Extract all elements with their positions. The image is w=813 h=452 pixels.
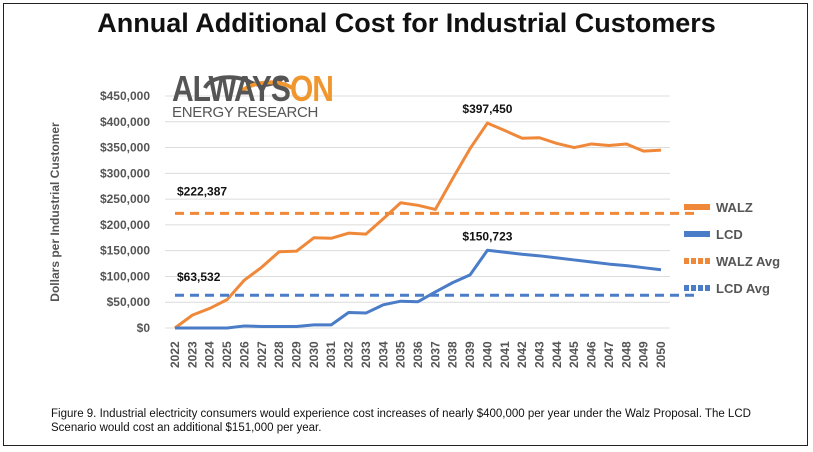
y-tick-label: $100,000 — [100, 269, 150, 283]
legend-label-lcd-avg: LCD Avg — [716, 281, 770, 296]
x-tick-label: 2047 — [602, 341, 616, 368]
y-axis-label: Dollars per Industrial Customer — [48, 122, 62, 302]
legend-label-walz: WALZ — [716, 200, 753, 215]
x-tick-label: 2046 — [585, 341, 599, 368]
x-tick-label: 2030 — [307, 341, 321, 368]
logo-subtitle: ENERGY RESEARCH — [172, 104, 319, 121]
y-tick-label: $50,000 — [107, 295, 151, 309]
x-tick-label: 2040 — [480, 341, 494, 368]
y-tick-label: $200,000 — [100, 218, 150, 232]
x-tick-label: 2037 — [428, 341, 442, 368]
legend-label-lcd: LCD — [716, 227, 743, 242]
alwayson-logo: ALWAYSON ENERGY RESEARCH — [172, 69, 334, 121]
legend-label-walz-avg: WALZ Avg — [716, 254, 780, 269]
x-tick-label: 2024 — [203, 341, 217, 368]
x-tick-label: 2038 — [446, 341, 460, 368]
x-tick-label: 2023 — [185, 341, 199, 368]
x-tick-label: 2033 — [359, 341, 373, 368]
x-tick-label: 2028 — [272, 341, 286, 368]
data-label: $150,723 — [462, 229, 512, 243]
y-tick-label: $400,000 — [100, 115, 150, 129]
x-tick-label: 2034 — [376, 341, 390, 368]
x-tick-label: 2049 — [637, 341, 651, 368]
data-label: $397,450 — [462, 102, 512, 116]
x-tick-label: 2041 — [498, 341, 512, 368]
x-tick-label: 2050 — [654, 341, 668, 368]
logo-swoosh-icon — [238, 80, 294, 94]
walz-line — [174, 121, 662, 330]
data-label: $63,532 — [177, 270, 221, 284]
x-tick-label: 2044 — [550, 341, 564, 368]
x-tick-label: 2025 — [220, 341, 234, 368]
y-tick-label: $300,000 — [100, 166, 150, 180]
x-tick-label: 2026 — [237, 341, 251, 368]
x-tick-label: 2022 — [168, 341, 182, 368]
x-tick-label: 2036 — [411, 341, 425, 368]
y-tick-label: $350,000 — [100, 141, 150, 155]
x-tick-label: 2048 — [619, 341, 633, 368]
x-tick-label: 2042 — [515, 341, 529, 368]
data-label: $222,387 — [177, 184, 227, 198]
x-tick-label: 2031 — [324, 341, 338, 368]
figure-frame — [3, 3, 808, 446]
x-tick-label: 2029 — [290, 341, 304, 368]
y-tick-label: $0 — [137, 321, 151, 335]
x-tick-label: 2027 — [255, 341, 269, 368]
y-tick-label: $250,000 — [100, 192, 150, 206]
x-tick-label: 2039 — [463, 341, 477, 368]
logo-text-always: ALWAYS — [172, 69, 291, 110]
logo-text-on: ON — [289, 69, 334, 110]
figure-caption: Figure 9. Industrial electricity consume… — [51, 408, 751, 434]
x-tick-label: 2035 — [394, 341, 408, 368]
chart-title: Annual Additional Cost for Industrial Cu… — [97, 8, 716, 38]
x-tick-label: 2043 — [533, 341, 547, 368]
y-tick-label: $450,000 — [100, 89, 150, 103]
x-tick-label: 2045 — [567, 341, 581, 368]
lcd-line — [175, 248, 662, 330]
y-tick-label: $150,000 — [100, 244, 150, 258]
x-tick-label: 2032 — [342, 341, 356, 368]
